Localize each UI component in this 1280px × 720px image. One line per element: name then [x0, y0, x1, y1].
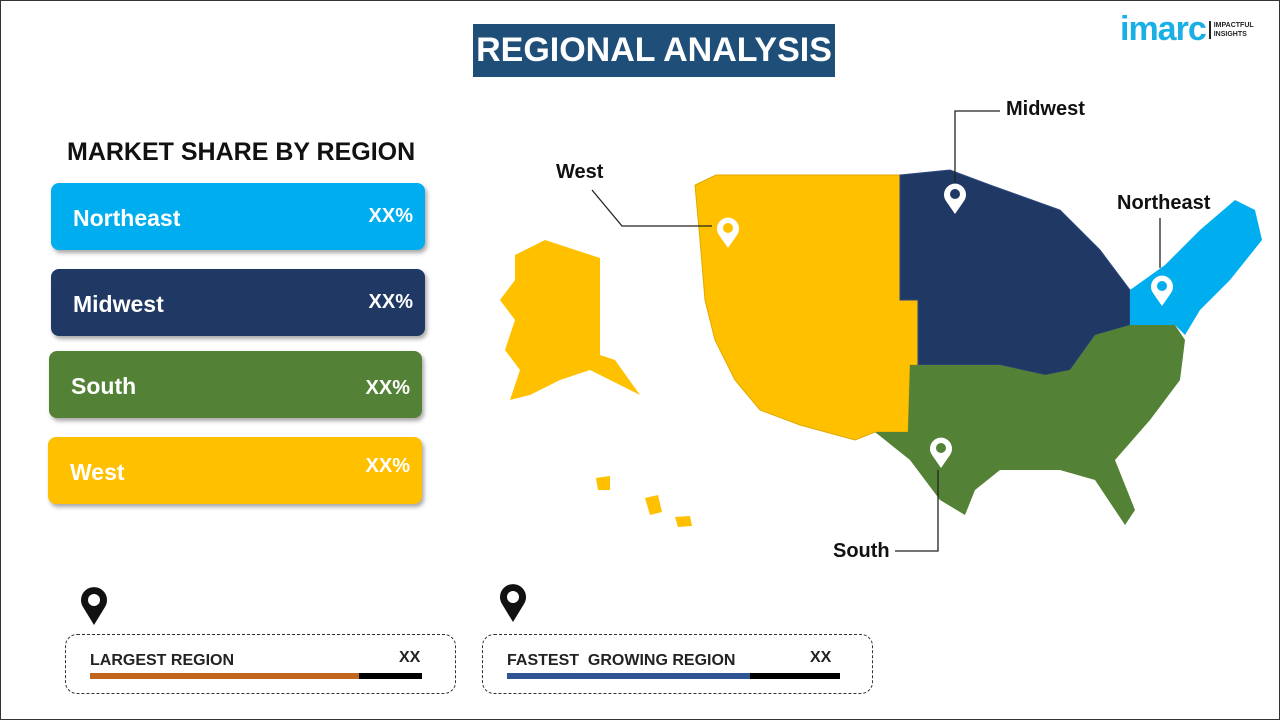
region-bar-northeast: Northeast XX% [51, 183, 425, 250]
fastest-growing-progress [507, 673, 751, 679]
map-location-pin-icon [717, 183, 1173, 468]
map-region-alaska [500, 240, 640, 400]
region-bar-south: South XX% [49, 351, 422, 418]
page-title: REGIONAL ANALYSIS [473, 24, 835, 77]
largest-region-progress [90, 673, 359, 679]
label-south: South [833, 540, 890, 562]
leader-lines [591, 110, 1161, 552]
region-bar-midwest: Midwest XX% [51, 269, 425, 336]
summary-location-pin-icon [81, 584, 526, 625]
fastest-growing-region-card: FASTEST GROWING REGION XX [482, 634, 873, 694]
label-northeast: Northeast [1117, 192, 1211, 214]
subtitle: MARKET SHARE BY REGION [67, 138, 416, 166]
label-west: West [556, 161, 604, 183]
label-midwest: Midwest [1006, 98, 1085, 120]
largest-region-card: LARGEST REGION XX [65, 634, 456, 694]
map-region-west [694, 174, 919, 441]
region-bar-west: West XX% [48, 437, 422, 504]
map-region-south [875, 325, 1185, 525]
map-region-northeast [1130, 200, 1262, 335]
map-region-hawaii [645, 495, 662, 515]
imarc-logo: imarc IMPACTFUL INSIGHTS [1120, 10, 1254, 48]
